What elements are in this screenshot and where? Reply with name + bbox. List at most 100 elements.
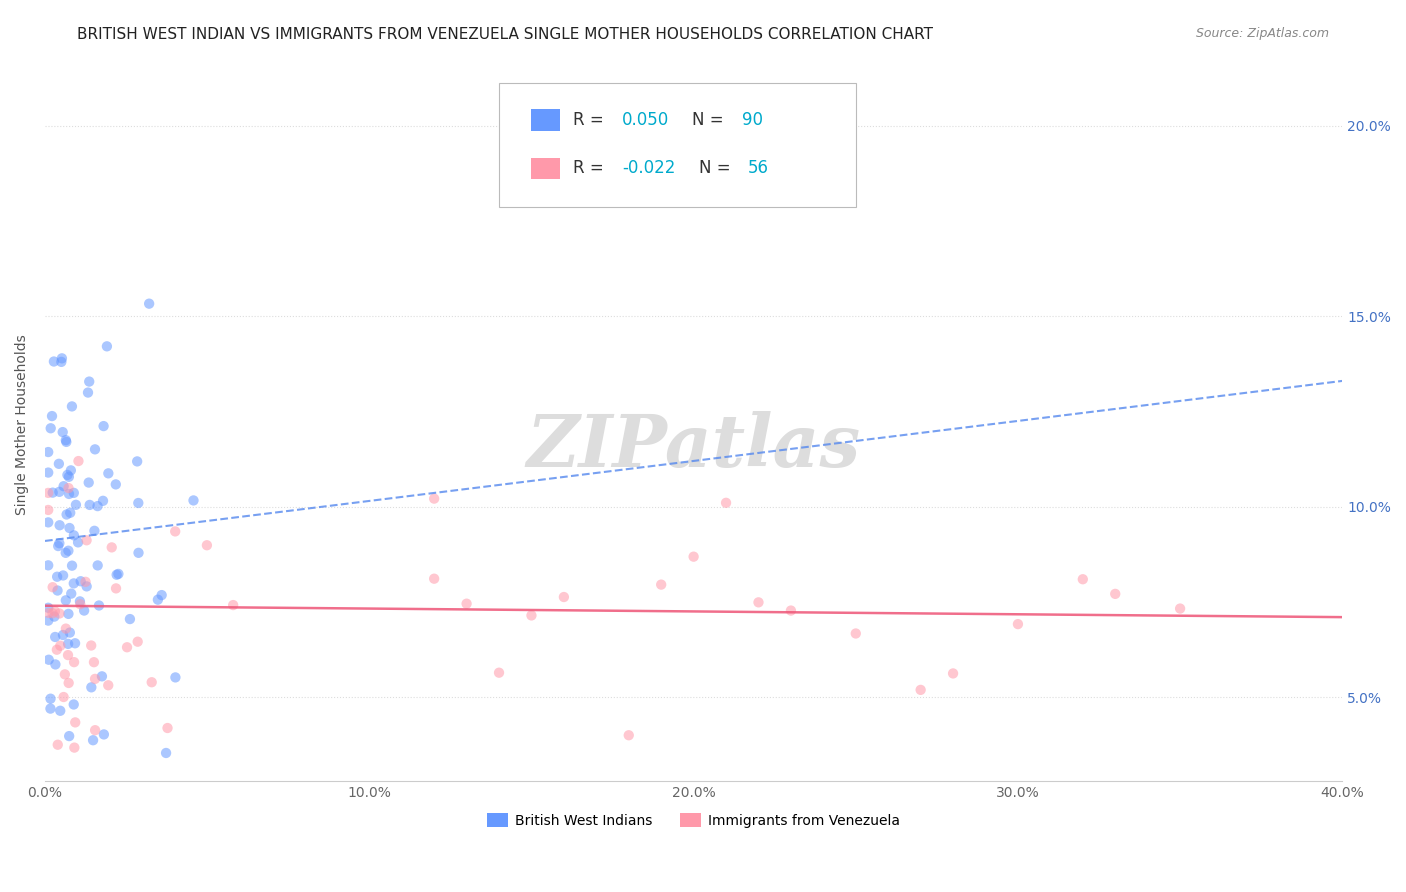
Point: [51, 351, 73, 366]
Point: [553, 590, 575, 604]
Point: [105, 567, 128, 582]
Point: [79, 498, 101, 512]
Point: [38, 653, 60, 667]
Point: [37, 516, 59, 530]
Point: [44, 604, 66, 618]
Point: [141, 675, 163, 690]
Point: [682, 549, 704, 564]
Text: R =: R =: [574, 111, 609, 128]
Point: [37, 558, 59, 573]
Point: [104, 477, 127, 491]
Point: [617, 728, 640, 742]
Point: [49, 704, 72, 718]
Point: [127, 454, 149, 468]
Point: [423, 572, 446, 586]
Point: [146, 592, 169, 607]
Point: [67, 535, 90, 549]
Point: [55, 622, 77, 636]
Point: [63, 528, 86, 542]
Point: [150, 588, 173, 602]
Point: [46, 539, 69, 553]
Legend: British West Indians, Immigrants from Venezuela: British West Indians, Immigrants from Ve…: [481, 806, 907, 835]
Point: [48, 607, 70, 621]
Point: [44, 630, 66, 644]
Point: [520, 608, 543, 623]
Point: [780, 603, 803, 617]
Point: [56, 467, 79, 482]
Point: [58, 607, 80, 621]
Point: [1071, 572, 1094, 586]
Point: [65, 498, 87, 512]
Point: [48, 457, 70, 471]
Point: [39, 421, 62, 435]
Point: [76, 579, 98, 593]
Point: [63, 740, 86, 755]
Text: Source: ZipAtlas.com: Source: ZipAtlas.com: [1195, 27, 1329, 40]
Point: [91, 669, 114, 683]
FancyBboxPatch shape: [531, 109, 560, 130]
Point: [75, 574, 97, 589]
Point: [52, 690, 75, 704]
Point: [46, 570, 69, 584]
Point: [127, 496, 149, 510]
Point: [138, 296, 160, 310]
Point: [93, 419, 115, 434]
Point: [55, 593, 77, 607]
Point: [84, 672, 107, 686]
Point: [48, 536, 70, 550]
Point: [127, 634, 149, 648]
Point: [37, 486, 59, 500]
Point: [39, 701, 62, 715]
Point: [55, 434, 77, 449]
Point: [69, 574, 91, 589]
Point: [77, 475, 100, 490]
Point: [58, 729, 80, 743]
Point: [45, 642, 67, 657]
Point: [48, 484, 70, 499]
Point: [60, 586, 83, 600]
Point: [41, 580, 63, 594]
Point: [39, 691, 62, 706]
Point: [96, 339, 118, 353]
Point: [942, 666, 965, 681]
Point: [155, 746, 177, 760]
Point: [115, 640, 138, 655]
Point: [910, 682, 932, 697]
Point: [86, 499, 108, 513]
Point: [41, 409, 63, 423]
Point: [58, 543, 80, 558]
Text: N =: N =: [692, 111, 730, 128]
Point: [67, 454, 90, 468]
Point: [1104, 587, 1126, 601]
Point: [48, 518, 70, 533]
Point: [69, 594, 91, 608]
Point: [63, 486, 86, 500]
Point: [76, 533, 98, 548]
Point: [55, 508, 77, 522]
Point: [845, 626, 868, 640]
Point: [59, 625, 82, 640]
Text: 56: 56: [748, 160, 769, 178]
Text: N =: N =: [699, 160, 735, 178]
Point: [82, 733, 104, 747]
Point: [747, 595, 769, 609]
Point: [42, 354, 65, 368]
Point: [714, 496, 737, 510]
Point: [49, 639, 72, 653]
Point: [37, 600, 59, 615]
Point: [63, 655, 86, 669]
Point: [59, 463, 82, 477]
Point: [52, 425, 75, 439]
Point: [107, 566, 129, 581]
Point: [58, 470, 80, 484]
Point: [52, 479, 75, 493]
Point: [83, 655, 105, 669]
Point: [93, 727, 115, 741]
Point: [63, 636, 86, 650]
Point: [128, 546, 150, 560]
Text: R =: R =: [574, 160, 609, 178]
Point: [456, 597, 478, 611]
Point: [118, 612, 141, 626]
Point: [183, 493, 205, 508]
Point: [44, 657, 66, 672]
